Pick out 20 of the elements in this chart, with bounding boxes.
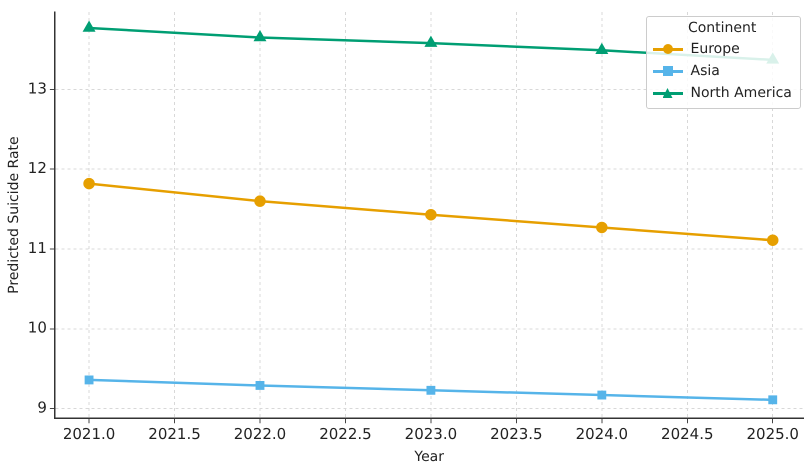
x-tick-label: 2024.0: [576, 425, 628, 444]
legend-label: North America: [690, 85, 792, 101]
y-tick-label: 12: [28, 159, 47, 178]
legend-title: Continent: [686, 20, 758, 36]
x-tick-label: 2021.5: [148, 425, 201, 444]
y-tick-label: 9: [37, 398, 47, 417]
x-tick-label: 2025.0: [746, 425, 799, 444]
x-axis-title: Year: [413, 449, 444, 466]
x-tick-label: 2022.5: [319, 425, 372, 444]
x-tick-label: 2024.5: [661, 425, 714, 444]
y-axis-title: Predicted Suicide Rate: [6, 136, 22, 294]
y-tick-label: 11: [28, 238, 47, 257]
x-tick-label: 2021.0: [62, 425, 116, 444]
legend-label: Asia: [690, 63, 720, 79]
x-tick-label: 2023.5: [490, 425, 543, 444]
legend-label: Europe: [690, 41, 740, 57]
y-tick-label: 10: [28, 318, 47, 337]
x-tick-label: 2023.0: [404, 425, 458, 444]
x-tick-label: 2022.0: [234, 425, 286, 444]
y-tick-label: 13: [28, 79, 47, 98]
